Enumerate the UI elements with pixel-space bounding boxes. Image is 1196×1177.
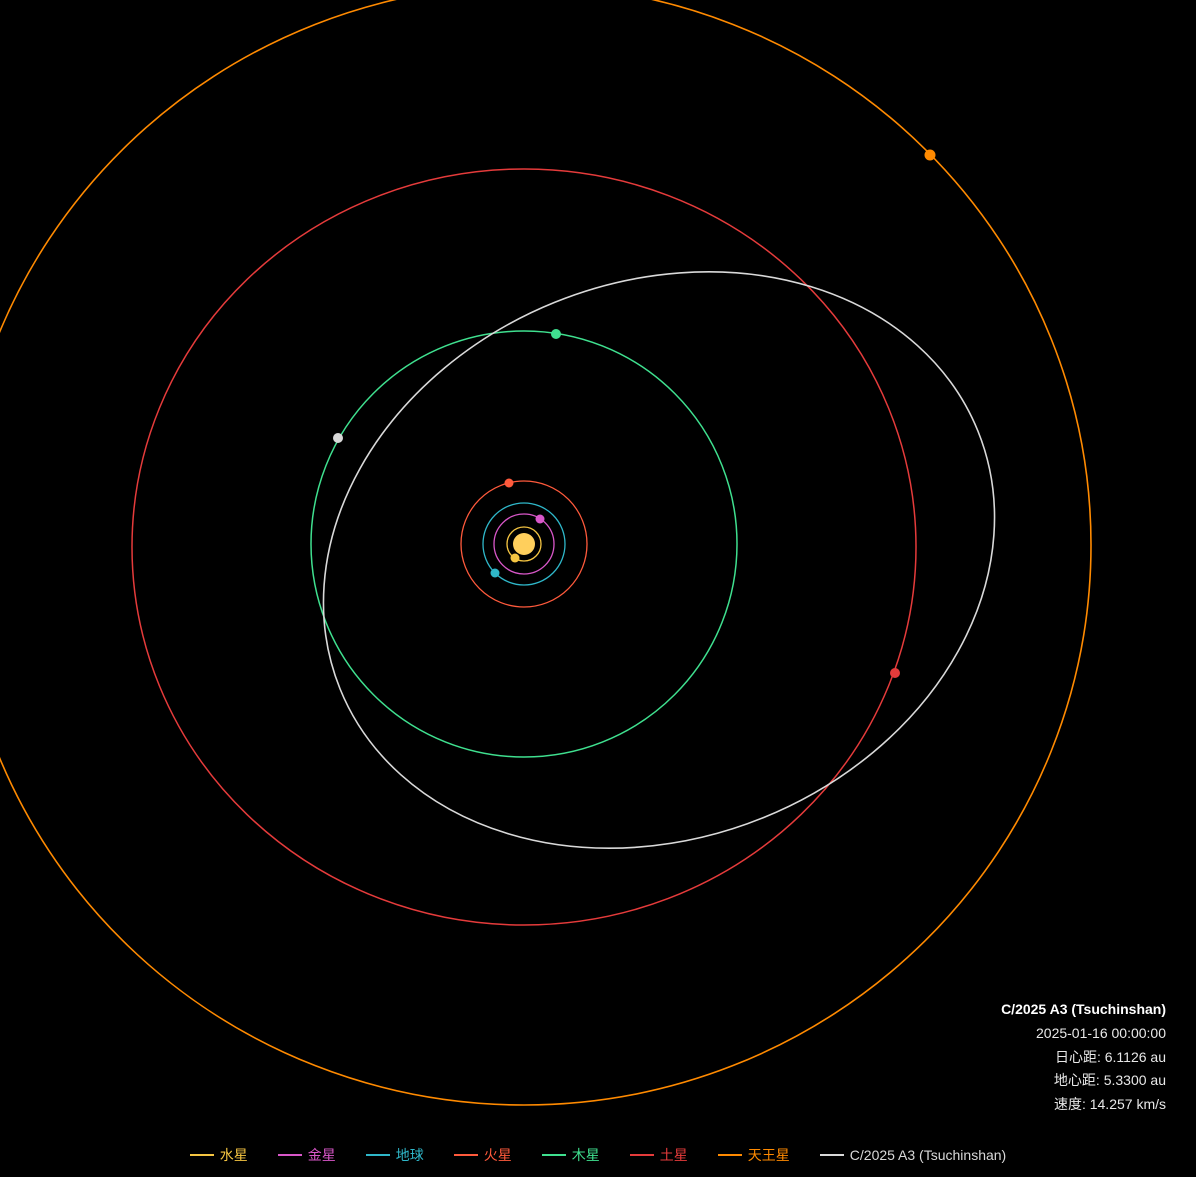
info-geocentric: 地心距: 5.3300 au (1001, 1069, 1166, 1093)
body-saturn (890, 668, 900, 678)
legend-swatch (278, 1154, 302, 1156)
info-title: C/2025 A3 (Tsuchinshan) (1001, 998, 1166, 1022)
sun (513, 533, 535, 555)
legend-item: 土星 (630, 1145, 688, 1165)
body-uranus (925, 150, 936, 161)
legend-item: 天王星 (718, 1145, 790, 1165)
legend-item: 木星 (542, 1145, 600, 1165)
body-mars (505, 479, 514, 488)
legend: 水星 金星 地球 火星 木星 土星 天王星 C/2025 A3 (Tsuchinshan) (0, 1145, 1196, 1165)
legend-label: 天王星 (748, 1145, 790, 1165)
info-speed: 速度: 14.257 km/s (1001, 1093, 1166, 1117)
legend-swatch (190, 1154, 214, 1156)
body-comet (333, 433, 343, 443)
info-speed-label: 速度: (1054, 1096, 1086, 1112)
legend-label: 土星 (660, 1145, 688, 1165)
info-speed-value: 14.257 km/s (1090, 1096, 1166, 1112)
legend-item: 水星 (190, 1145, 248, 1165)
body-venus (536, 515, 545, 524)
info-heliocentric: 日心距: 6.1126 au (1001, 1046, 1166, 1070)
info-datetime: 2025-01-16 00:00:00 (1001, 1022, 1166, 1046)
legend-item: C/2025 A3 (Tsuchinshan) (820, 1145, 1006, 1165)
legend-swatch (366, 1154, 390, 1156)
body-earth (491, 569, 500, 578)
legend-swatch (542, 1154, 566, 1156)
info-panel: C/2025 A3 (Tsuchinshan) 2025-01-16 00:00… (1001, 998, 1166, 1117)
legend-label: 水星 (220, 1145, 248, 1165)
legend-label: 火星 (484, 1145, 512, 1165)
legend-label: C/2025 A3 (Tsuchinshan) (850, 1147, 1006, 1163)
info-geocentric-label: 地心距: (1054, 1072, 1100, 1088)
orbit-diagram: C/2025 A3 (Tsuchinshan) 2025-01-16 00:00… (0, 0, 1196, 1177)
info-heliocentric-label: 日心距: (1055, 1049, 1101, 1065)
legend-item: 地球 (366, 1145, 424, 1165)
orbit-uranus (0, 0, 1091, 1105)
legend-swatch (820, 1154, 844, 1156)
legend-swatch (454, 1154, 478, 1156)
legend-item: 火星 (454, 1145, 512, 1165)
legend-label: 木星 (572, 1145, 600, 1165)
info-heliocentric-value: 6.1126 au (1105, 1049, 1166, 1065)
legend-label: 金星 (308, 1145, 336, 1165)
info-geocentric-value: 5.3300 au (1104, 1072, 1166, 1088)
body-jupiter (551, 329, 561, 339)
legend-swatch (630, 1154, 654, 1156)
legend-label: 地球 (396, 1145, 424, 1165)
legend-swatch (718, 1154, 742, 1156)
orbit-comet (236, 173, 1082, 946)
legend-item: 金星 (278, 1145, 336, 1165)
body-mercury (511, 554, 520, 563)
